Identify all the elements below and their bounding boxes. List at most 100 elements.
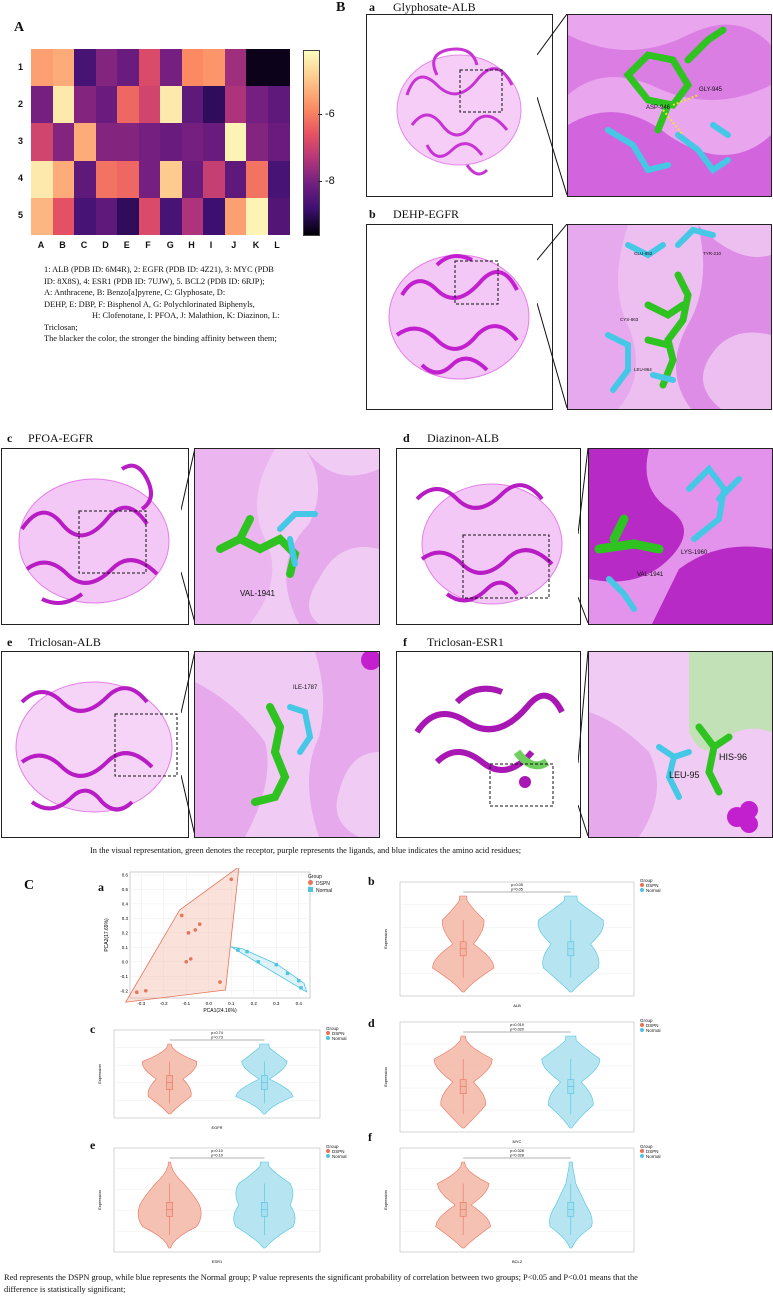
heatmap-col-label: C bbox=[80, 240, 88, 250]
heatmap-cell bbox=[181, 123, 204, 162]
x-axis-label: PCA1(24.16%) bbox=[203, 1008, 237, 1014]
residue-label: GLU-852 bbox=[634, 251, 653, 256]
panel-B-label: B bbox=[336, 0, 346, 15]
legend-item-normal: Normal bbox=[326, 1036, 347, 1041]
panel-C-sub-label: f bbox=[368, 1130, 372, 1144]
heatmap-cell bbox=[224, 123, 247, 162]
data-point bbox=[188, 957, 193, 961]
heatmap-col-label: F bbox=[145, 240, 151, 250]
heatmap-cell bbox=[203, 49, 225, 87]
data-point bbox=[197, 922, 202, 926]
y-tick-label: 0.4 bbox=[122, 901, 129, 906]
y-tick-label: 0.1 bbox=[122, 945, 129, 950]
heatmap-cell bbox=[160, 49, 182, 87]
caption-line: 1: ALB (PDB ID: 6M4R), 2: EGFR (PDB ID: … bbox=[44, 265, 274, 274]
legend-item-normal: Normal bbox=[308, 887, 332, 894]
violin-legend: Group DSPN Normal bbox=[326, 1026, 347, 1041]
heatmap-cell bbox=[74, 160, 96, 199]
data-point bbox=[274, 962, 278, 967]
colorbar-tick-label-1: -6 bbox=[325, 108, 335, 120]
p-value-label: p=0.05 bbox=[511, 883, 523, 887]
heatmap-cell bbox=[74, 49, 96, 87]
protein-ribbon-image bbox=[18, 463, 170, 605]
legend-label: DSPN bbox=[316, 881, 330, 887]
heatmap-cell bbox=[246, 86, 268, 124]
y-axis-label: Expression bbox=[383, 1067, 388, 1087]
y-tick-label: 0.3 bbox=[122, 916, 129, 921]
y-tick-label: -0.1 bbox=[120, 974, 128, 979]
protein-overview-c bbox=[1, 448, 189, 625]
protein-ribbon-image bbox=[15, 681, 178, 813]
heatmap-col-label: E bbox=[123, 240, 130, 250]
y-tick-label: 0.2 bbox=[122, 930, 129, 935]
x-axis-label: EGFR bbox=[211, 1125, 222, 1130]
x-tick-label: -0.2 bbox=[160, 1001, 168, 1006]
panel-C-sub-label: b bbox=[368, 874, 375, 888]
plot-area bbox=[399, 1147, 635, 1253]
heatmap-cell bbox=[160, 160, 182, 199]
heatmap-cell bbox=[31, 197, 53, 236]
violin-plot-bcl2: f Expression BCL2 p=0.028 p=0.028 Group DSPN No… bbox=[368, 1130, 688, 1266]
p-value-label: p=0.74 bbox=[211, 1031, 223, 1035]
protein-overview-d bbox=[396, 448, 581, 625]
heatmap-cell bbox=[203, 86, 225, 124]
heatmap-cell bbox=[52, 86, 75, 124]
heatmap-cell bbox=[74, 123, 96, 162]
data-point bbox=[236, 948, 240, 952]
x-tick-label: 0.4 bbox=[296, 1001, 303, 1006]
colorbar bbox=[303, 50, 320, 236]
binding-site-image bbox=[195, 449, 379, 624]
heatmap-col-label: B bbox=[59, 240, 66, 250]
heatmap-cell bbox=[117, 123, 139, 162]
data-point bbox=[229, 877, 234, 882]
heatmap-cell bbox=[52, 197, 75, 236]
heatmap-row-label: 4 bbox=[18, 173, 24, 184]
x-axis-label: ESR1 bbox=[212, 1259, 223, 1264]
data-point bbox=[184, 959, 189, 964]
caption-line: The blacker the color, the stronger the … bbox=[44, 334, 277, 343]
p-value-label: p=0.73 bbox=[211, 1036, 223, 1040]
legend-item-dspn: DSPN bbox=[308, 880, 332, 887]
residue-label: TYR-210 bbox=[703, 251, 722, 256]
heatmap-cell bbox=[224, 86, 247, 124]
binding-site-zoom-f: HIS-96 LEU-95 bbox=[588, 651, 773, 838]
y-axis-label: Expression bbox=[97, 1064, 102, 1084]
heatmap-cell bbox=[138, 49, 161, 87]
heatmap-col-label: H bbox=[188, 240, 195, 250]
p-value-label: p=0.10 bbox=[211, 1154, 223, 1158]
panel-A-caption: 1: ALB (PDB ID: 6M4R), 2: EGFR (PDB ID: … bbox=[44, 264, 344, 345]
panel-d-label: d bbox=[403, 431, 410, 445]
caption-line: difference is statistically significant; bbox=[4, 1284, 126, 1294]
y-tick-label: 0.5 bbox=[122, 887, 129, 892]
zoom-lines-Ba bbox=[537, 14, 567, 195]
heatmap-cell bbox=[95, 49, 118, 87]
heatmap-cell bbox=[74, 86, 96, 124]
legend-item-dspn: DSPN bbox=[640, 1023, 661, 1028]
heatmap-cell bbox=[117, 86, 139, 124]
legend-item-dspn: DSPN bbox=[640, 883, 661, 888]
heatmap-cell bbox=[267, 86, 290, 124]
heatmap-cell bbox=[138, 160, 161, 199]
heatmap-cell bbox=[31, 123, 53, 162]
protein-overview-f bbox=[396, 651, 581, 838]
caption-line: H: Clofenotane, I: PFOA, J: Malathion, K… bbox=[92, 311, 280, 320]
heatmap-cell bbox=[138, 123, 161, 162]
data-point bbox=[297, 978, 301, 983]
p-value-label: p=0.028 bbox=[510, 1154, 524, 1158]
zoom-lines-c bbox=[181, 448, 195, 623]
x-axis-label: BCL2 bbox=[512, 1259, 523, 1264]
heatmap-cell bbox=[160, 123, 182, 162]
violin-plot-egfr: c Expression EGFR p=0.74 p=0.73 Group DSPN Norm… bbox=[90, 1022, 374, 1132]
caption-line: Triclosan; bbox=[44, 322, 78, 332]
caption-line: Red represents the DSPN group, while blu… bbox=[4, 1273, 638, 1282]
protein-overview-Ba bbox=[366, 14, 553, 197]
residue-label: LYS-1960 bbox=[681, 550, 708, 556]
heatmap-cell bbox=[224, 49, 247, 87]
residue-label: ASP-946 bbox=[646, 105, 671, 111]
binding-site-image bbox=[568, 225, 771, 409]
binding-site-zoom-Bb: GLU-852 TYR-210 CYS-863 LEU-864 bbox=[567, 224, 772, 410]
heatmap-cell bbox=[181, 160, 204, 199]
binding-site-zoom-c: VAL-1941 bbox=[194, 448, 380, 625]
x-tick-label: -0.1 bbox=[182, 1001, 190, 1006]
heatmap-cell bbox=[31, 86, 53, 124]
